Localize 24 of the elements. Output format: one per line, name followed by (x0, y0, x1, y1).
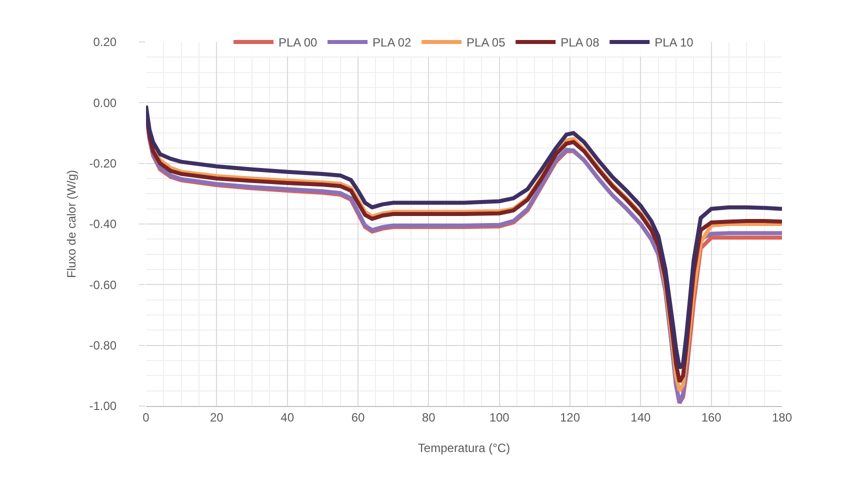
y-axis-title: Fluxo de calor (W/g) (64, 170, 79, 278)
legend-label: PLA 02 (372, 36, 412, 50)
legend-label: PLA 00 (278, 36, 318, 50)
x-tick-label: 180 (772, 410, 792, 424)
x-tick-label: 100 (489, 410, 510, 424)
legend-label: PLA 10 (654, 36, 694, 50)
x-axis-title: Temperatura (°C) (418, 441, 510, 455)
x-tick-label: 160 (701, 410, 722, 424)
y-tick-label: 0.00 (93, 96, 117, 110)
y-tick-label: -0.80 (89, 338, 117, 353)
y-tick-label: -1.00 (89, 399, 117, 414)
x-tick-label: 40 (280, 410, 294, 424)
x-tick-label: 140 (630, 410, 651, 424)
x-tick-label: 0 (142, 410, 150, 424)
x-tick-label: 20 (210, 410, 224, 424)
x-tick-label: 120 (560, 410, 580, 424)
legend-label: PLA 08 (560, 36, 600, 50)
y-tick-label: -0.20 (89, 156, 117, 171)
y-tick-label: -0.40 (89, 217, 117, 232)
legend-label: PLA 05 (466, 36, 506, 50)
y-tick-label: -0.60 (89, 278, 117, 292)
x-tick-label: 60 (351, 410, 365, 424)
x-tick-label: 80 (422, 410, 436, 424)
y-tick-label: 0.20 (93, 35, 117, 50)
